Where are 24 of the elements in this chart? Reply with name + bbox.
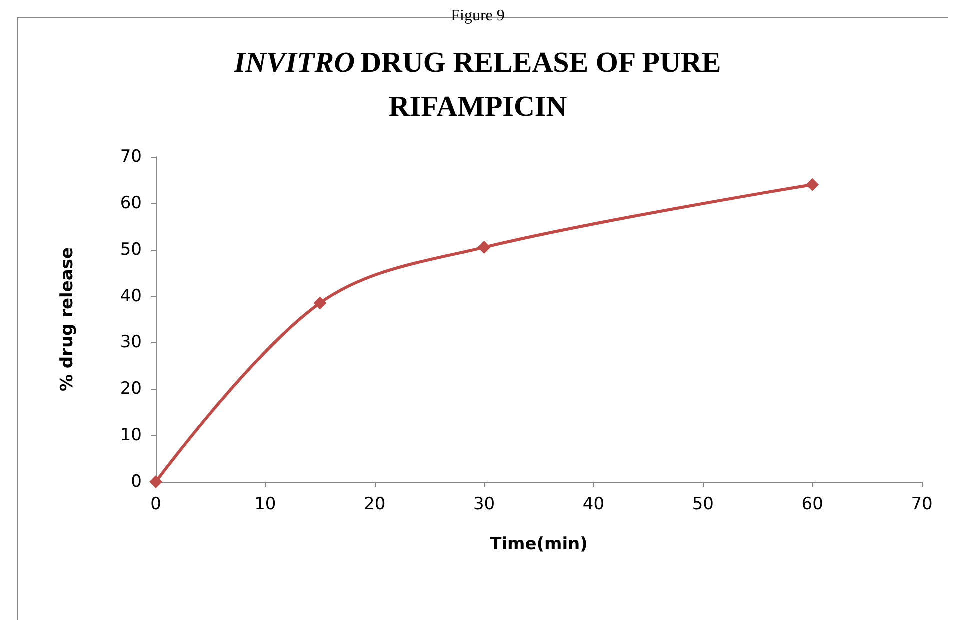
x-tick-label: 0	[150, 494, 162, 514]
point	[314, 296, 327, 310]
x-axis-title: Time(min)	[490, 534, 588, 554]
x-tick-label: 20	[364, 494, 386, 514]
y-tick-label: 10	[120, 426, 142, 446]
y-tick-label: 60	[120, 193, 142, 214]
x-tick-label: 70	[911, 494, 933, 514]
y-tick-label: 20	[120, 379, 142, 400]
x-tick-label: 30	[473, 494, 496, 514]
y-axis-title: % drug release	[58, 247, 78, 392]
y-tick-label: 40	[120, 286, 142, 306]
point	[806, 178, 820, 192]
y-tick-label: 70	[120, 147, 142, 167]
caption: Figure 9	[451, 8, 505, 24]
point	[478, 241, 491, 254]
x-tick-label: 60	[802, 494, 824, 514]
point	[150, 476, 162, 488]
chart-title: INVITRO DRUG RELEASE OF PURE RIFAMPICIN	[233, 47, 722, 123]
y-tick-label: 30	[120, 332, 142, 353]
y-tick-label: 0	[131, 472, 142, 492]
x-tick-label: 50	[692, 494, 714, 514]
y-tick-label: 50	[120, 240, 142, 260]
x-tick-label: 10	[254, 494, 276, 514]
x-tick-label: 40	[582, 494, 605, 514]
